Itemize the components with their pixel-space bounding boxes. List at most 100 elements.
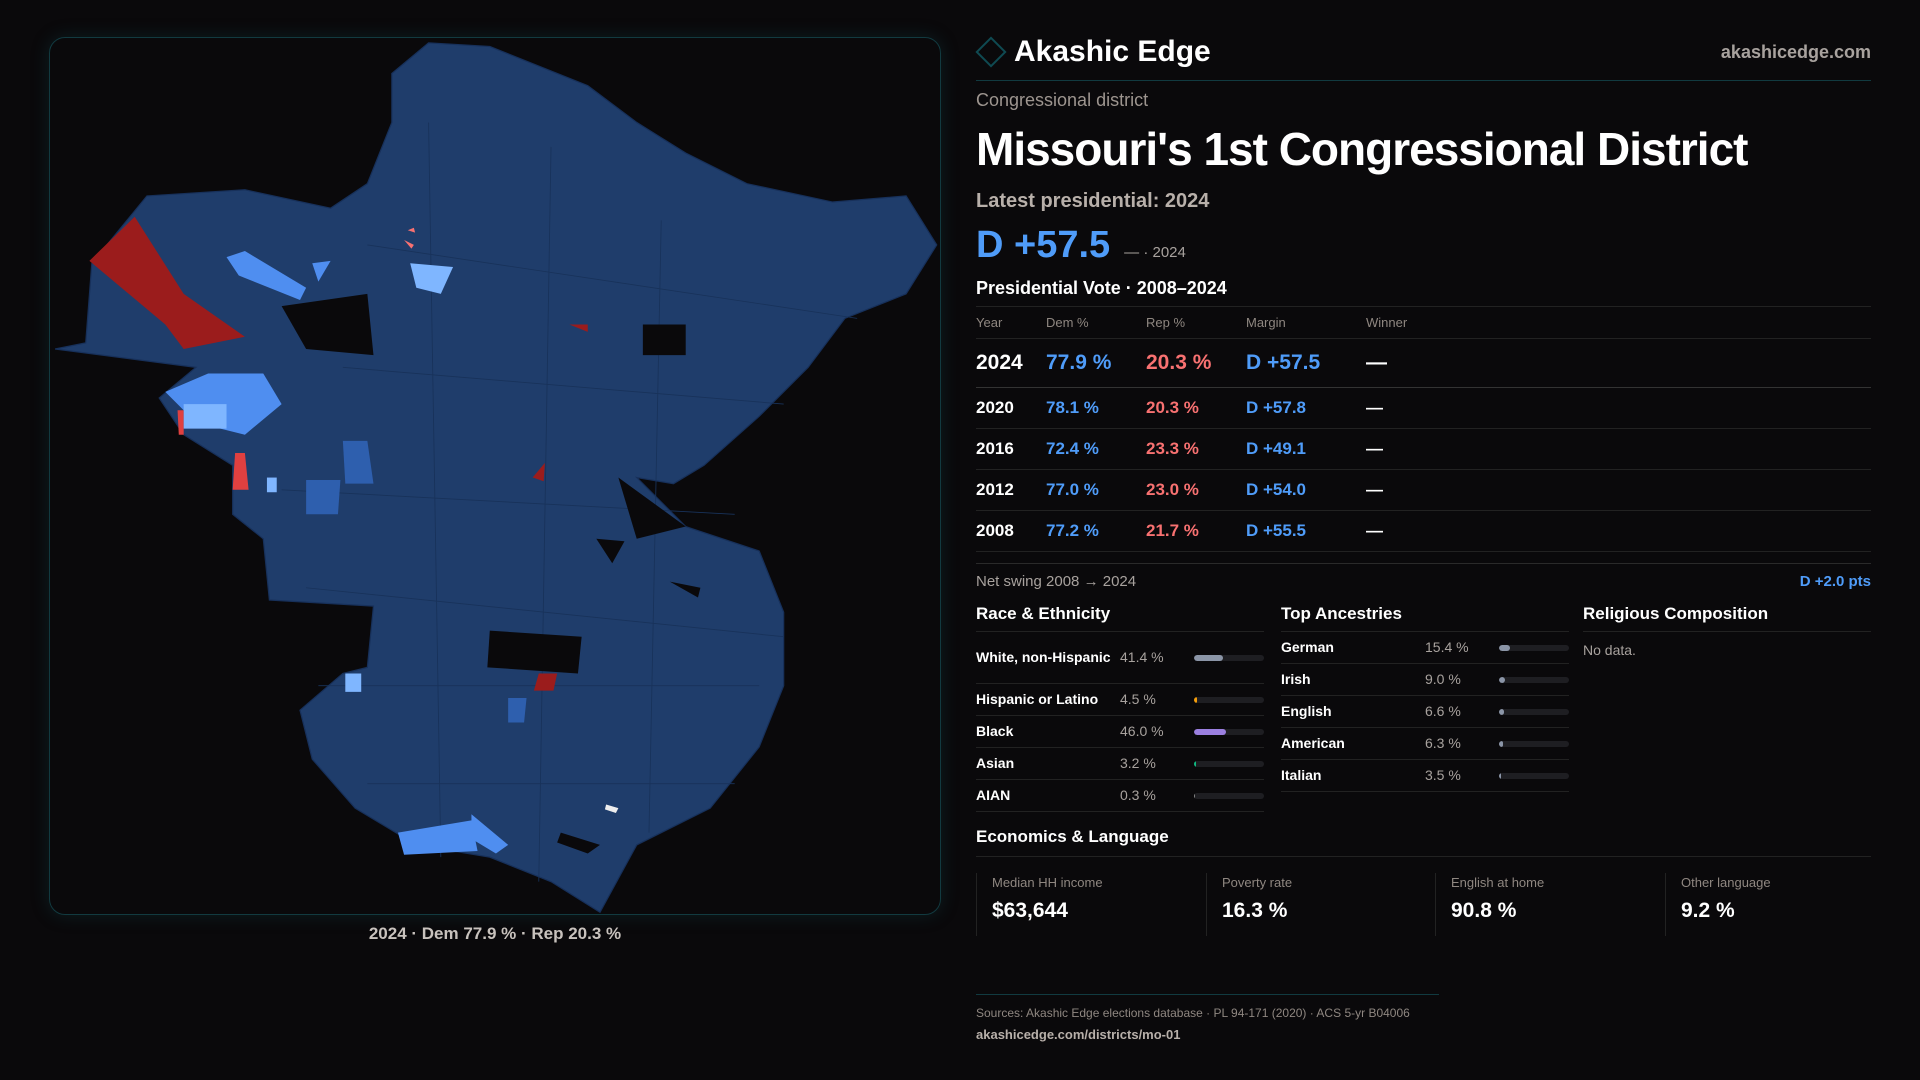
map-panel[interactable] [49, 37, 941, 915]
stat-bar-fill [1194, 654, 1223, 661]
stat-bar-fill [1194, 760, 1197, 767]
cell-winner: — [1366, 387, 1871, 429]
headline-margin: D +57.5 — · 2024 [976, 224, 1871, 267]
brand-name[interactable]: Akashic Edge [1014, 35, 1211, 68]
stat-bar-fill [1194, 728, 1227, 735]
religion-empty: No data. [1583, 642, 1636, 658]
card-label: Poverty rate [1222, 875, 1293, 890]
economics-card: English at home 90.8 % [1435, 873, 1664, 936]
stat-bar-fill [1499, 740, 1504, 747]
stat-row: White, non-Hispanic 41.4 % [976, 632, 1264, 684]
religion-section: Religious Composition No data. [1583, 602, 1871, 658]
cell-winner: — [1366, 469, 1871, 511]
stat-bar [1499, 708, 1569, 715]
cell-year: 2012 [976, 469, 1046, 511]
stat-bar [1499, 676, 1569, 683]
stat-bar [1194, 728, 1264, 735]
economics-card: Median HH income $63,644 [976, 873, 1205, 936]
economics-title: Economics & Language [976, 827, 1169, 846]
card-label: Other language [1681, 875, 1771, 890]
table-header: Year Dem % Rep % Margin Winner [976, 307, 1871, 339]
latest-presidential: Latest presidential: 2024 [976, 190, 1210, 212]
stat-row: Black 46.0 % [976, 716, 1264, 748]
cell-margin: D +54.0 [1246, 469, 1366, 511]
stat-bar-fill [1194, 792, 1196, 799]
col-rep: Rep % [1146, 307, 1246, 339]
cell-rep: 23.0 % [1146, 469, 1246, 511]
ancestry-section: Top Ancestries German 15.4 % Irish 9.0 % Eng… [1281, 602, 1569, 792]
stat-label: Irish [1281, 671, 1311, 687]
cell-dem: 72.4 % [1046, 428, 1146, 470]
table-row: 2024 77.9 % 20.3 % D +57.5— [976, 338, 1871, 388]
diamond-logo-icon [975, 36, 1007, 68]
card-label: Median HH income [992, 875, 1103, 890]
divider [976, 306, 1871, 307]
table-row: 2012 77.0 % 23.0 % D +54.0— [976, 469, 1871, 511]
site-link[interactable]: akashicedge.com [1720, 41, 1871, 62]
card-label: English at home [1451, 875, 1545, 890]
race-section: Race & Ethnicity White, non-Hispanic 41.4… [976, 602, 1264, 812]
cell-winner: — [1366, 510, 1871, 552]
stat-label: Black [976, 723, 1014, 739]
divider [976, 563, 1871, 564]
stat-label: English [1281, 703, 1332, 719]
ancestry-title: Top Ancestries [1281, 602, 1569, 632]
stat-value: 0.3 % [1120, 787, 1156, 803]
sources-text: Sources: Akashic Edge elections database… [976, 1006, 1410, 1020]
net-swing: Net swing 2008 → 2024 D +2.0 pts [976, 573, 1871, 590]
cell-rep: 23.3 % [1146, 428, 1246, 470]
stat-bar [1499, 644, 1569, 651]
cell-dem: 77.0 % [1046, 469, 1146, 511]
stat-bar-fill [1499, 644, 1510, 651]
stat-value: 6.3 % [1425, 735, 1461, 751]
stat-value: 3.2 % [1120, 755, 1156, 771]
table-row: 2020 78.1 % 20.3 % D +57.8— [976, 387, 1871, 429]
footer-divider [976, 994, 1439, 995]
district-url[interactable]: akashicedge.com/districts/mo-01 [976, 1027, 1181, 1042]
stat-label: American [1281, 735, 1345, 751]
stat-label: Asian [976, 755, 1015, 771]
cell-year: 2008 [976, 510, 1046, 552]
col-winner: Winner [1366, 307, 1871, 339]
header-bar: Akashic Edge akashicedge.com [975, 32, 1871, 72]
stat-value: 46.0 % [1120, 723, 1164, 739]
stat-label: White, non-Hispanic [976, 649, 1111, 665]
stat-value: 3.5 % [1425, 767, 1461, 783]
cell-year: 2016 [976, 428, 1046, 470]
col-margin: Margin [1246, 307, 1366, 339]
margin-value: D +57.5 [976, 224, 1111, 266]
cell-dem: 78.1 % [1046, 387, 1146, 429]
stat-bar [1194, 654, 1264, 661]
stat-bar-fill [1499, 708, 1504, 715]
stat-row: Hispanic or Latino 4.5 % [976, 684, 1264, 716]
divider [976, 856, 1871, 857]
table-row: 2016 72.4 % 23.3 % D +49.1— [976, 428, 1871, 470]
swing-value: D +2.0 pts [1799, 573, 1871, 590]
header-divider [976, 80, 1871, 81]
cell-year: 2024 [976, 338, 1046, 388]
stat-bar-fill [1499, 676, 1506, 683]
col-year: Year [976, 307, 1046, 339]
cell-margin: D +55.5 [1246, 510, 1366, 552]
stat-row: Irish 9.0 % [1281, 664, 1569, 696]
stat-row: German 15.4 % [1281, 632, 1569, 664]
cell-winner: — [1366, 338, 1871, 388]
stat-row: Asian 3.2 % [976, 748, 1264, 780]
col-dem: Dem % [1046, 307, 1146, 339]
card-value: 9.2 % [1681, 899, 1735, 922]
map-caption: 2024 · Dem 77.9 % · Rep 20.3 % [368, 924, 622, 943]
stat-row: American 6.3 % [1281, 728, 1569, 760]
stat-bar-fill [1194, 696, 1198, 703]
card-value: 90.8 % [1451, 899, 1517, 922]
card-value: 16.3 % [1222, 899, 1288, 922]
cell-rep: 20.3 % [1146, 338, 1246, 388]
presidential-section-title: Presidential Vote · 2008–2024 [976, 278, 1227, 298]
stat-row: AIAN 0.3 % [976, 780, 1264, 812]
stat-label: German [1281, 639, 1334, 655]
stat-bar [1499, 740, 1569, 747]
stat-bar [1194, 696, 1264, 703]
margin-subtext: — · 2024 [1124, 244, 1186, 261]
swing-label: Net swing 2008 → 2024 [976, 573, 1137, 590]
cell-year: 2020 [976, 387, 1046, 429]
stat-value: 6.6 % [1425, 703, 1461, 719]
